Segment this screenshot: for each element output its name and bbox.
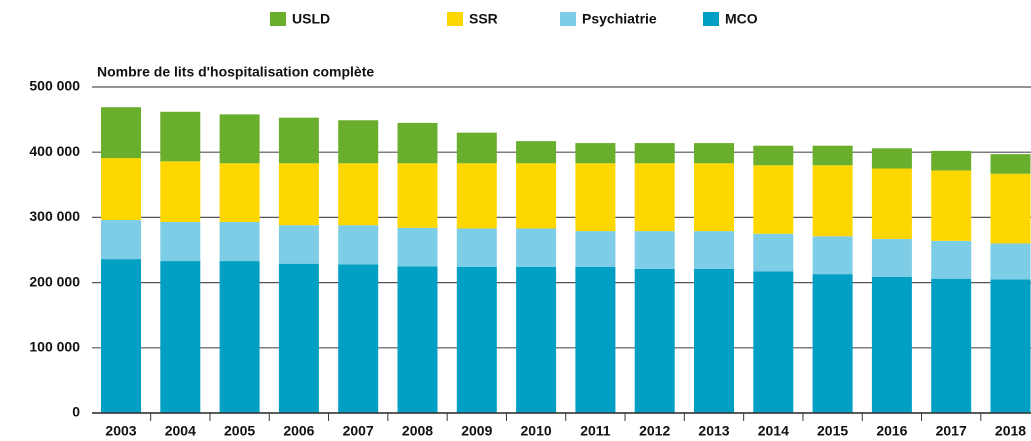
bar-segment <box>753 165 794 234</box>
bar-segment <box>101 220 141 260</box>
x-tick-label: 2016 <box>876 423 907 439</box>
bar-segment <box>516 141 557 164</box>
bar-segment <box>694 163 734 232</box>
legend-swatch <box>270 12 286 26</box>
bar-segment <box>397 122 438 164</box>
y-tick-label: 400 000 <box>29 143 80 159</box>
y-tick-label: 0 <box>72 404 80 420</box>
x-tick-label: 2012 <box>639 423 670 439</box>
x-tick-label: 2005 <box>224 423 255 439</box>
bar-segment <box>753 271 794 413</box>
bar-segment <box>516 163 557 229</box>
bar-segment <box>931 278 972 413</box>
bar-segment <box>338 120 379 164</box>
x-tick-label: 2015 <box>817 423 848 439</box>
y-tick-label: 300 000 <box>29 208 80 224</box>
x-tick-label: 2018 <box>995 423 1026 439</box>
legend-label: Psychiatrie <box>582 11 657 27</box>
legend-label: MCO <box>725 11 758 27</box>
bar-segment <box>101 107 141 159</box>
bar-segment <box>575 266 616 413</box>
x-tick-label: 2003 <box>105 423 136 439</box>
bar-segment <box>219 221 260 262</box>
bar-segment <box>516 228 557 267</box>
bar-segment <box>931 240 972 279</box>
x-tick-label: 2008 <box>402 423 433 439</box>
bar-segment <box>871 168 912 239</box>
x-tick-label: 2013 <box>698 423 729 439</box>
bar-segment <box>575 143 616 164</box>
y-axis-label: Nombre de lits d'hospitalisation complèt… <box>97 64 374 80</box>
bar-segment <box>871 148 912 169</box>
bar-segment <box>456 266 497 413</box>
bar-segment <box>871 276 912 413</box>
bar-segment <box>219 163 260 222</box>
x-tick-label: 2007 <box>343 423 374 439</box>
legend-swatch <box>447 12 463 26</box>
bar-segment <box>397 227 438 267</box>
bar-segment <box>634 143 675 164</box>
bar-segment <box>278 163 319 226</box>
bar-segment <box>338 225 379 265</box>
bar-segment <box>694 268 734 413</box>
bar-segment <box>160 111 201 162</box>
y-tick-label: 200 000 <box>29 273 80 289</box>
bar-segment <box>990 279 1031 413</box>
bar-segment <box>812 236 853 275</box>
bar-segment <box>397 163 438 228</box>
bar-segment <box>456 228 497 267</box>
bar-segment <box>101 259 141 413</box>
bar-segment <box>634 163 675 232</box>
legend-swatch <box>703 12 719 26</box>
y-tick-label: 100 000 <box>29 339 80 355</box>
bar-segment <box>278 117 319 164</box>
bar-segment <box>219 261 260 413</box>
bar-segment <box>634 231 675 269</box>
bar-segment <box>160 261 201 413</box>
bar-segment <box>812 165 853 237</box>
bar-segment <box>575 163 616 232</box>
bar-segment <box>753 233 794 272</box>
bar-segment <box>101 158 141 221</box>
bar-segment <box>278 263 319 413</box>
bar-segment <box>456 132 497 164</box>
bar-segment <box>278 225 319 264</box>
x-tick-label: 2009 <box>461 423 492 439</box>
x-tick-label: 2010 <box>521 423 552 439</box>
bar-segment <box>338 163 379 226</box>
legend-label: USLD <box>292 11 330 27</box>
bar-segment <box>990 173 1031 244</box>
bar-segment <box>575 231 616 267</box>
bar-segment <box>397 266 438 413</box>
bar-segment <box>516 266 557 413</box>
x-tick-label: 2014 <box>758 423 789 439</box>
bar-segment <box>456 163 497 229</box>
y-tick-label: 500 000 <box>29 78 80 94</box>
bar-segment <box>338 264 379 413</box>
bar-segment <box>871 238 912 277</box>
bar-segment <box>694 231 734 269</box>
bar-segment <box>694 143 734 164</box>
bar-segment <box>990 154 1031 174</box>
legend-swatch <box>560 12 576 26</box>
bar-segment <box>634 268 675 413</box>
bar-segment <box>160 161 201 222</box>
bar-segment <box>812 274 853 413</box>
bar-segment <box>753 145 794 166</box>
bar-segment <box>219 114 260 164</box>
bar-segment <box>812 145 853 166</box>
legend-label: SSR <box>469 11 498 27</box>
bar-segment <box>990 243 1031 280</box>
x-tick-label: 2017 <box>936 423 967 439</box>
bar-segment <box>931 150 972 171</box>
bar-segment <box>160 221 201 262</box>
x-tick-label: 2004 <box>165 423 196 439</box>
bar-segment <box>931 170 972 241</box>
x-tick-label: 2011 <box>580 423 611 439</box>
x-tick-label: 2006 <box>283 423 314 439</box>
